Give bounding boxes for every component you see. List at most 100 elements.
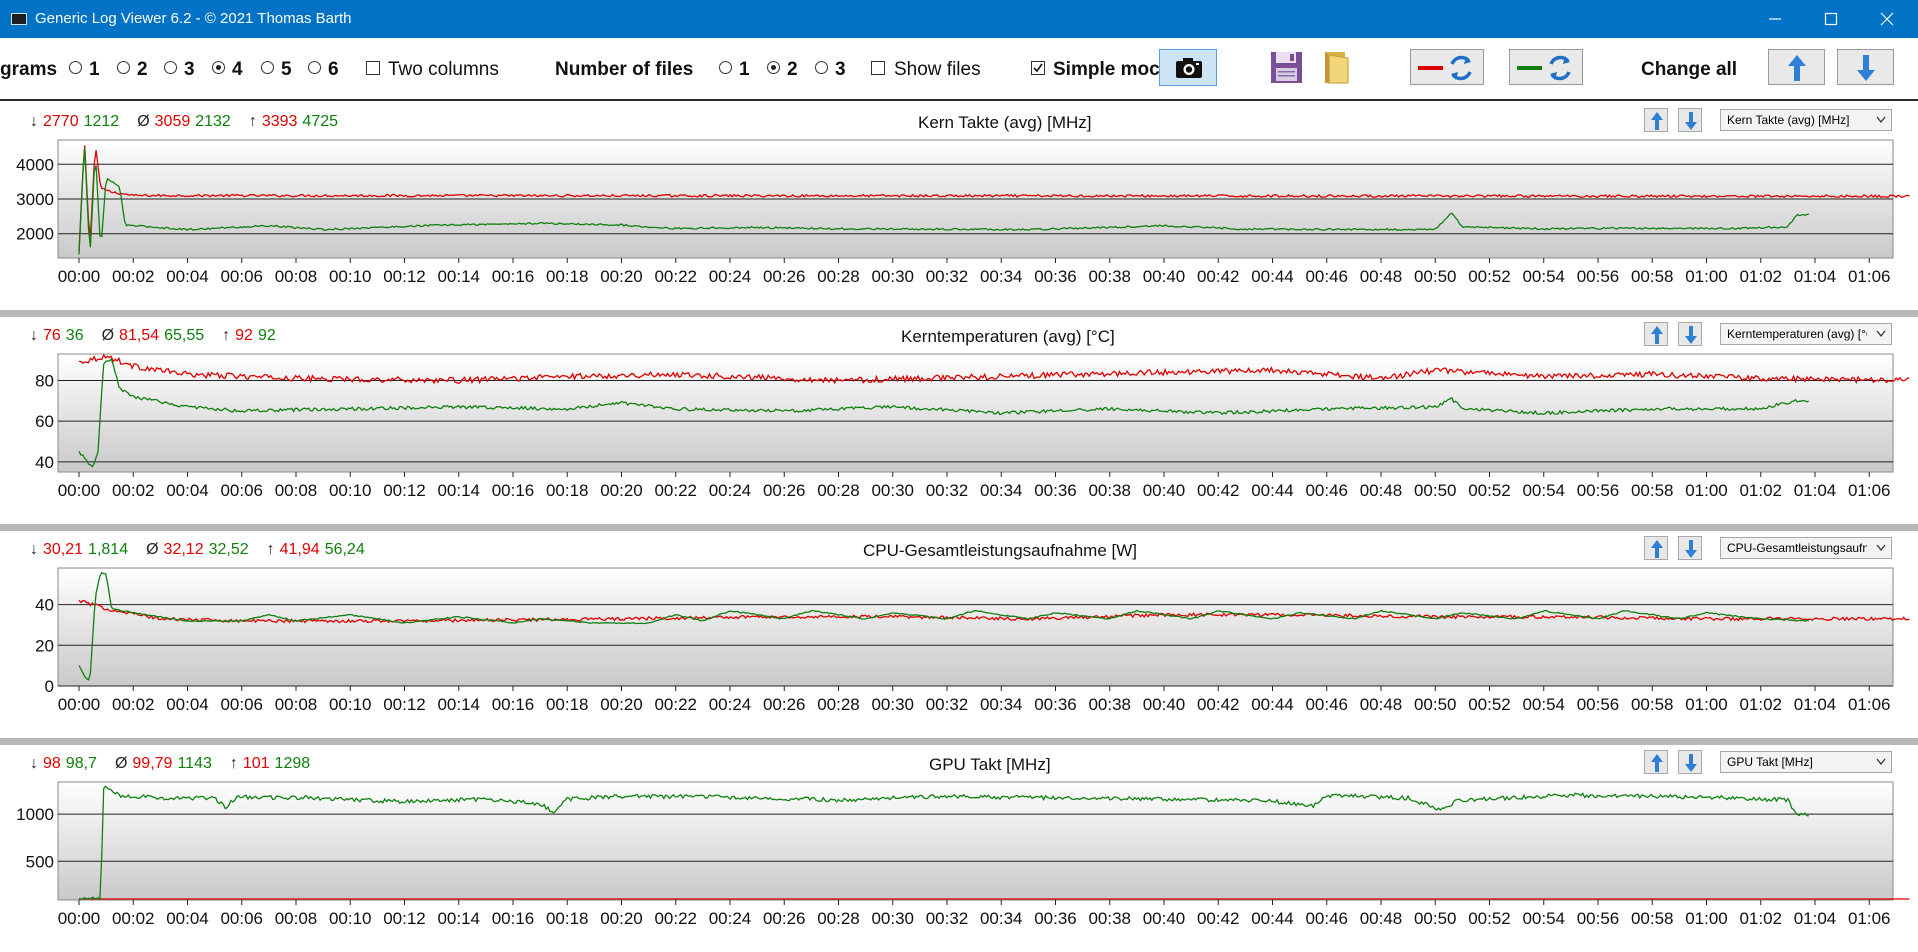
files-radio-1[interactable] (719, 61, 732, 74)
screenshot-button[interactable] (1159, 49, 1217, 86)
x-tick-label: 00:18 (546, 695, 589, 714)
x-tick-label: 00:24 (709, 909, 752, 928)
show-files-checkbox[interactable] (871, 61, 885, 75)
x-tick-label: 00:04 (166, 695, 209, 714)
x-tick-label: 01:02 (1739, 481, 1782, 500)
x-tick-label: 00:28 (817, 481, 860, 500)
graphs-radio-5[interactable] (261, 61, 274, 74)
x-tick-label: 00:10 (329, 909, 372, 928)
stat-max-green: 4725 (302, 113, 339, 130)
stat-max-red: 92 (235, 327, 253, 344)
x-tick-label: 01:00 (1685, 267, 1728, 286)
panel-down-button[interactable] (1678, 750, 1702, 774)
x-tick-label: 00:56 (1577, 909, 1620, 928)
change-all-up-button[interactable] (1768, 49, 1825, 85)
stat-max-arrow: ↑ (266, 541, 275, 558)
x-tick-label: 00:34 (980, 481, 1023, 500)
x-tick-label: 00:50 (1414, 267, 1457, 286)
panel-separator (0, 310, 1918, 317)
maximize-button[interactable] (1803, 0, 1859, 38)
stats-line: ↓ 98 98,7 Ø 99,79 1143 ↑ 101 1298 (30, 755, 315, 773)
panel-series-select[interactable]: GPU Takt [MHz] (1720, 751, 1892, 773)
number-of-files-label: Number of files (555, 59, 694, 80)
graphs-radio-6[interactable] (308, 61, 321, 74)
x-tick-label: 00:36 (1034, 481, 1077, 500)
x-tick-label: 00:14 (437, 909, 480, 928)
panel-series-select[interactable]: Kern Takte (avg) [MHz] (1720, 109, 1892, 131)
stats-line: ↓ 30,21 1,814 Ø 32,12 32,52 ↑ 41,94 56,24 (30, 541, 370, 559)
minimize-button[interactable] (1747, 0, 1803, 38)
stat-max-arrow: ↑ (222, 327, 231, 344)
graphs-option-4: 4 (232, 59, 243, 80)
files-radio-3[interactable] (815, 61, 828, 74)
panel-down-button[interactable] (1678, 108, 1702, 132)
x-tick-label: 00:10 (329, 695, 372, 714)
series-line-green (78, 571, 1810, 681)
x-tick-label: 00:50 (1414, 695, 1457, 714)
files-option-2: 2 (787, 59, 798, 80)
save-button[interactable] (1267, 49, 1307, 85)
y-tick-label: 60 (35, 412, 54, 431)
x-tick-label: 00:22 (654, 695, 697, 714)
panel-down-button[interactable] (1678, 536, 1702, 560)
x-tick-label: 00:42 (1197, 695, 1240, 714)
graphs-radio-1[interactable] (69, 61, 82, 74)
arrow-down-icon (1685, 112, 1697, 130)
x-tick-label: 00:58 (1631, 481, 1674, 500)
x-tick-label: 01:06 (1848, 481, 1891, 500)
open-folder-button[interactable] (1315, 49, 1355, 85)
y-tick-label: 1000 (16, 805, 54, 824)
swap-red-button[interactable] (1410, 49, 1484, 85)
close-button[interactable] (1859, 0, 1915, 38)
x-tick-label: 00:02 (112, 909, 155, 928)
arrow-down-icon (1685, 754, 1697, 772)
series-line-red (78, 145, 1910, 252)
graphs-radio-3[interactable] (164, 61, 177, 74)
maximize-icon (1824, 12, 1838, 26)
x-tick-label: 00:44 (1251, 267, 1294, 286)
files-radio-2[interactable] (767, 61, 780, 74)
checkmark-icon (1033, 63, 1043, 73)
panel-up-button[interactable] (1644, 536, 1668, 560)
x-tick-label: 01:06 (1848, 909, 1891, 928)
select-value: CPU-Gesamtleistungsaufnahme [W] (1727, 541, 1867, 555)
x-tick-label: 00:00 (58, 481, 101, 500)
swap-green-button[interactable] (1509, 49, 1583, 85)
select-value: Kerntemperaturen (avg) [°C] (1727, 327, 1867, 341)
x-tick-label: 00:08 (275, 909, 318, 928)
panel-down-button[interactable] (1678, 322, 1702, 346)
x-tick-label: 00:10 (329, 481, 372, 500)
series-line-red (78, 353, 1910, 385)
x-tick-label: 01:06 (1848, 267, 1891, 286)
x-tick-label: 00:00 (58, 909, 101, 928)
graphs-radio-4[interactable] (212, 61, 225, 74)
window-title: Generic Log Viewer 6.2 - © 2021 Thomas B… (35, 10, 352, 27)
select-value: Kern Takte (avg) [MHz] (1727, 113, 1850, 127)
y-tick-label: 40 (35, 453, 54, 472)
x-tick-label: 00:00 (58, 267, 101, 286)
graphs-radio-2[interactable] (117, 61, 130, 74)
panel-up-button[interactable] (1644, 750, 1668, 774)
title-bar: Generic Log Viewer 6.2 - © 2021 Thomas B… (0, 0, 1918, 38)
x-tick-label: 00:08 (275, 267, 318, 286)
two-columns-label: Two columns (388, 59, 499, 80)
panel-series-select[interactable]: Kerntemperaturen (avg) [°C] (1720, 323, 1892, 345)
panel-series-select[interactable]: CPU-Gesamtleistungsaufnahme [W] (1720, 537, 1892, 559)
x-tick-label: 00:40 (1143, 481, 1186, 500)
camera-icon (1176, 58, 1202, 78)
simple-mode-checkbox[interactable] (1031, 61, 1045, 75)
stat-max-green: 56,24 (324, 541, 365, 558)
x-tick-label: 00:32 (926, 481, 969, 500)
change-all-down-button[interactable] (1837, 49, 1894, 85)
x-tick-label: 00:36 (1034, 695, 1077, 714)
panel-up-button[interactable] (1644, 108, 1668, 132)
graphs-option-5: 5 (281, 59, 292, 80)
stat-avg-symbol: Ø (101, 327, 115, 344)
x-tick-label: 00:02 (112, 481, 155, 500)
x-tick-label: 00:26 (763, 909, 806, 928)
panel-up-button[interactable] (1644, 322, 1668, 346)
stat-min-arrow: ↓ (30, 755, 38, 772)
x-tick-label: 00:46 (1305, 267, 1348, 286)
x-tick-label: 00:24 (709, 695, 752, 714)
two-columns-checkbox[interactable] (366, 61, 380, 75)
